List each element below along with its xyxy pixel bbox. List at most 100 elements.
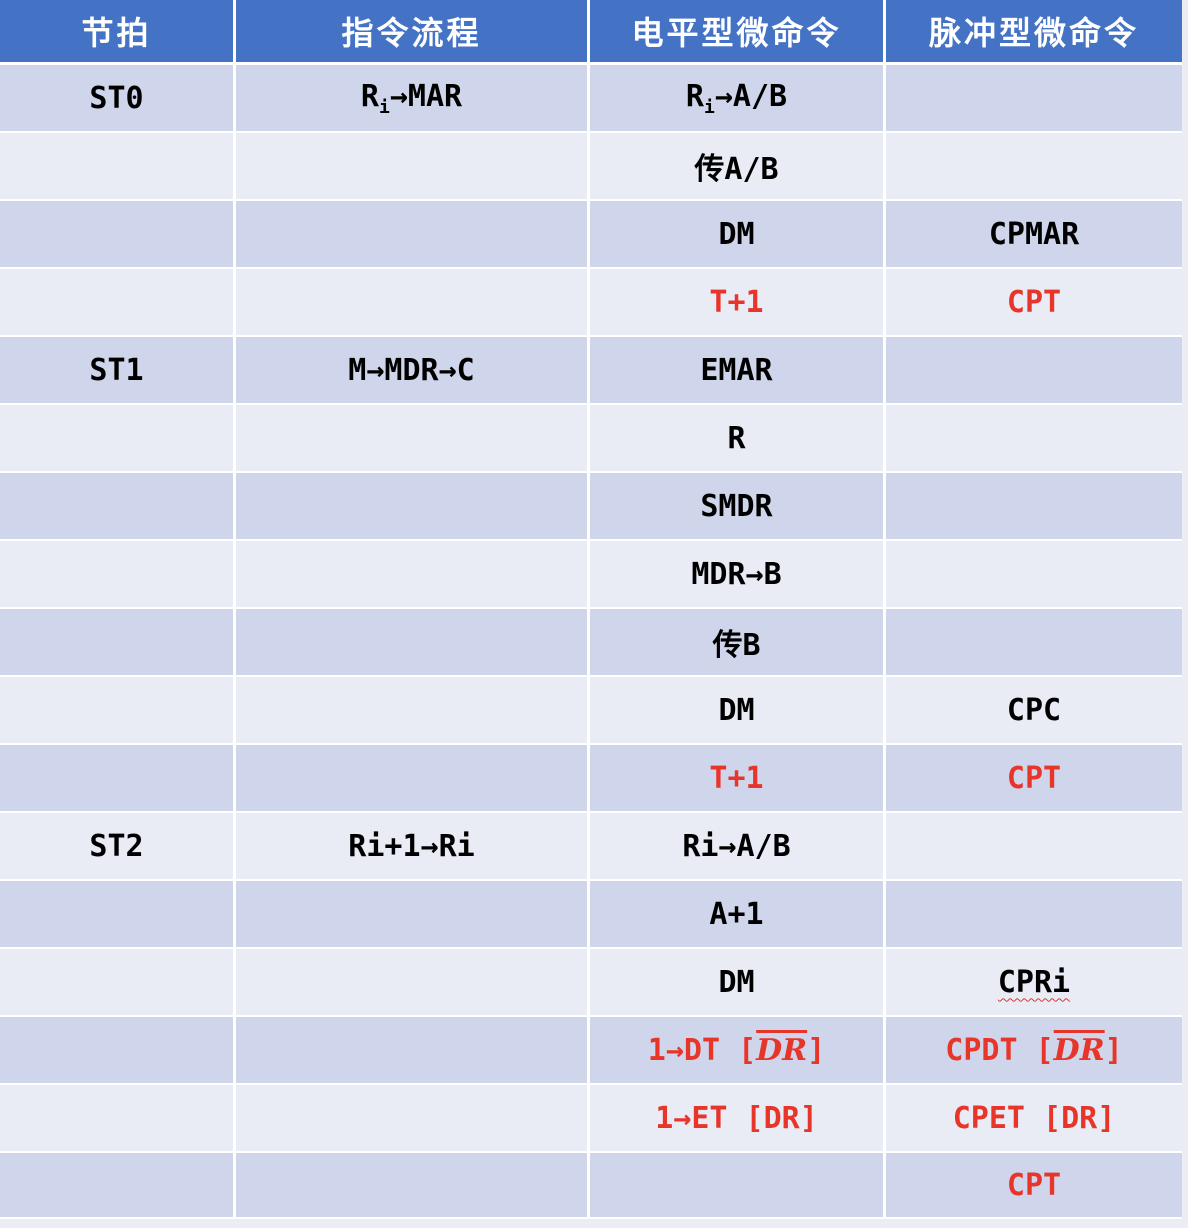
flow-cell [236,745,590,813]
level-text: ] [807,1032,826,1068]
level-subscript: i [703,96,715,118]
table-row: 1→ET [DR] CPET [DR] [0,1085,1182,1153]
level-cell: 传A/B [590,133,886,201]
flow-cell [236,541,590,609]
pulse-cell: CPET [DR] [886,1085,1182,1153]
table-row: CPT [0,1153,1182,1219]
beat-cell [0,1153,236,1219]
pulse-cell: CPT [886,745,1182,813]
flow-cell [236,609,590,677]
level-cell: SMDR [590,473,886,541]
flow-subscript: i [378,96,390,118]
level-cell: DM [590,949,886,1017]
level-cell [590,1153,886,1219]
level-cell: Ri→A/B [590,65,886,133]
pulse-cell [886,133,1182,201]
pulse-cell [886,541,1182,609]
table-row: ST2 Ri+1→Ri Ri→A/B [0,813,1182,881]
flow-cell [236,473,590,541]
beat-cell [0,269,236,337]
level-cell: T+1 [590,269,886,337]
level-cell: MDR→B [590,541,886,609]
beat-cell [0,677,236,745]
level-cell: DM [590,677,886,745]
header-pulse-command: 脉冲型微命令 [886,0,1182,65]
table-row: SMDR [0,473,1182,541]
level-cell: 传B [590,609,886,677]
pulse-cell [886,405,1182,473]
beat-cell [0,473,236,541]
flow-cell [236,133,590,201]
pulse-text: CPDT [ [945,1032,1054,1068]
beat-cell: ST2 [0,813,236,881]
header-flow: 指令流程 [236,0,590,65]
level-cell: EMAR [590,337,886,405]
pulse-cell: CPRi [886,949,1182,1017]
pulse-cell: CPC [886,677,1182,745]
beat-cell [0,949,236,1017]
table-row: 1→DT [DR] CPDT [DR] [0,1017,1182,1085]
beat-cell [0,609,236,677]
level-text: R [685,78,704,114]
flow-cell [236,1085,590,1153]
table-row: DM CPRi [0,949,1182,1017]
level-cell: A+1 [590,881,886,949]
pulse-cell: CPDT [DR] [886,1017,1182,1085]
header-level-command: 电平型微命令 [590,0,886,65]
pulse-cell: CPMAR [886,201,1182,269]
flow-cell [236,1153,590,1219]
flow-cell [236,1017,590,1085]
beat-cell [0,1017,236,1085]
level-text: →A/B [714,78,788,114]
beat-cell: ST0 [0,65,236,133]
pulse-cell: CPT [886,1153,1182,1219]
flow-cell [236,949,590,1017]
beat-cell [0,745,236,813]
pulse-cell [886,65,1182,133]
pulse-text: CPRi [997,964,1071,1000]
pulse-cell [886,881,1182,949]
table-row: T+1 CPT [0,269,1182,337]
level-cell: 1→DT [DR] [590,1017,886,1085]
beat-cell [0,201,236,269]
table-row: DM CPC [0,677,1182,745]
beat-cell [0,881,236,949]
header-row: 节拍 指令流程 电平型微命令 脉冲型微命令 [0,0,1182,65]
table-row: R [0,405,1182,473]
beat-cell [0,133,236,201]
pulse-overline-text: DR [1053,1032,1105,1068]
table-row: MDR→B [0,541,1182,609]
flow-cell [236,201,590,269]
flow-cell [236,269,590,337]
flow-cell [236,677,590,745]
pulse-cell [886,609,1182,677]
table-row: T+1 CPT [0,745,1182,813]
flow-cell: Ri→MAR [236,65,590,133]
beat-cell [0,1085,236,1153]
level-cell: 1→ET [DR] [590,1085,886,1153]
pulse-text: ] [1104,1032,1123,1068]
table-row: 传B [0,609,1182,677]
table-row: DM CPMAR [0,201,1182,269]
flow-cell: Ri+1→Ri [236,813,590,881]
beat-cell: ST1 [0,337,236,405]
beat-cell [0,405,236,473]
table-row: ST1 M→MDR→C EMAR [0,337,1182,405]
flow-cell [236,405,590,473]
level-cell: T+1 [590,745,886,813]
pulse-cell [886,813,1182,881]
table-row: A+1 [0,881,1182,949]
level-text: 1→DT [ [647,1032,757,1068]
table-row: ST0 Ri→MAR Ri→A/B [0,65,1182,133]
flow-text: →MAR [389,78,463,114]
level-overline-text: DR [756,1032,808,1068]
table-row: 传A/B [0,133,1182,201]
flow-text: R [360,78,379,114]
pulse-cell [886,337,1182,405]
level-cell: DM [590,201,886,269]
flow-cell [236,881,590,949]
header-beat: 节拍 [0,0,236,65]
pulse-cell [886,473,1182,541]
level-cell: R [590,405,886,473]
